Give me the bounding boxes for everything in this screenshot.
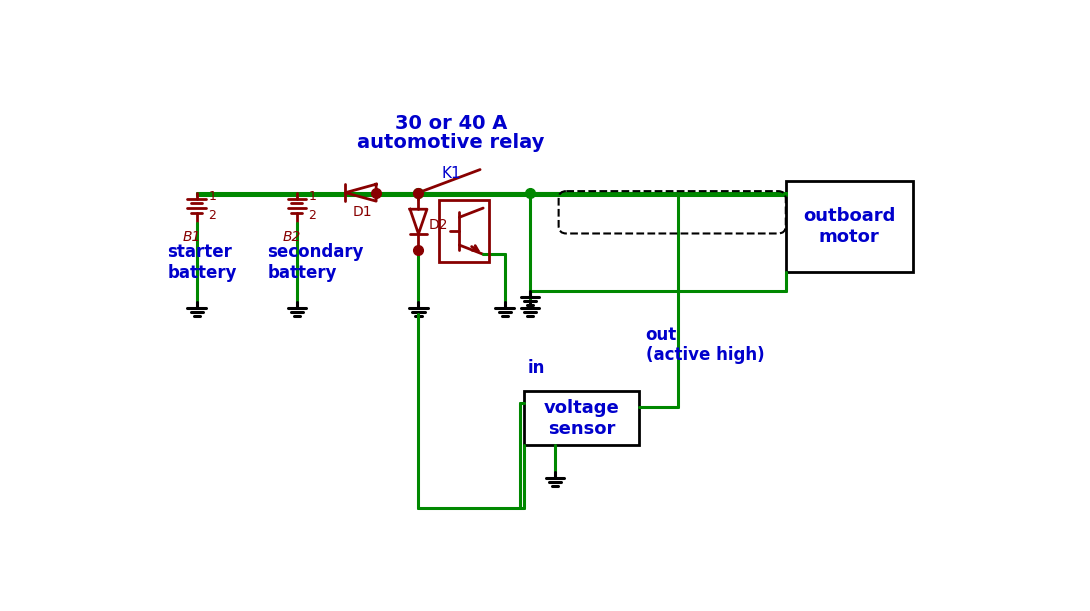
Bar	[524, 391, 640, 445]
Text: outboard
motor: outboard motor	[803, 207, 896, 246]
Text: out
(active high): out (active high)	[645, 326, 764, 364]
Text: 2: 2	[208, 208, 216, 222]
Text: 2: 2	[308, 208, 316, 222]
Text: 1: 1	[208, 190, 216, 203]
Text: K1: K1	[441, 166, 461, 181]
Text: in: in	[528, 359, 545, 378]
Text: secondary
battery: secondary battery	[267, 244, 364, 282]
Text: B1: B1	[183, 230, 202, 244]
Bar	[439, 200, 489, 262]
Text: B2: B2	[283, 230, 301, 244]
Text: 30 or 40 A: 30 or 40 A	[395, 114, 507, 133]
Bar	[786, 181, 912, 272]
Text: automotive relay: automotive relay	[358, 133, 545, 152]
Text: starter
battery: starter battery	[168, 244, 237, 282]
Text: 1: 1	[308, 190, 316, 203]
Text: D2: D2	[428, 218, 448, 232]
Text: D1: D1	[353, 205, 373, 219]
Text: voltage
sensor: voltage sensor	[544, 399, 619, 437]
